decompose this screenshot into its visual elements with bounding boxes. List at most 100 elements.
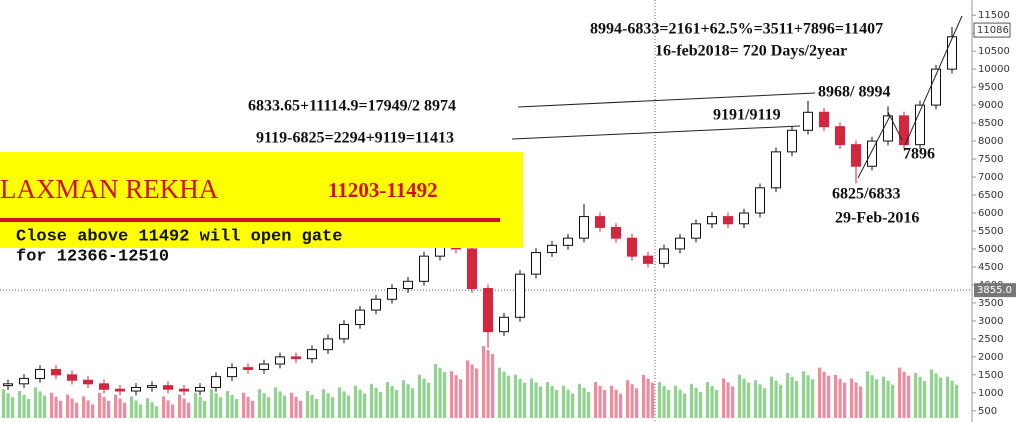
- volume-bar: [699, 391, 703, 418]
- volume-bar: [322, 389, 326, 418]
- volume-bar: [354, 385, 358, 418]
- candle-body: [867, 140, 877, 167]
- volume-bar: [818, 367, 822, 418]
- volume-bar: [891, 384, 895, 418]
- volume-bar: [630, 384, 634, 418]
- candle-body: [83, 379, 93, 385]
- volume-bar: [70, 398, 74, 418]
- volume-bar: [955, 384, 959, 418]
- volume-bar: [610, 385, 614, 418]
- volume-bar: [246, 396, 250, 418]
- volume-bar: [562, 385, 566, 418]
- volume-bar: [178, 394, 182, 418]
- volume-bar: [2, 389, 6, 418]
- volume-bar: [450, 371, 454, 418]
- y-tick-label: 500: [978, 406, 997, 417]
- volume-bar: [710, 386, 714, 418]
- candle-body: [163, 385, 173, 390]
- volume-bar: [843, 382, 847, 418]
- volume-bar: [507, 375, 511, 418]
- banner-background: [0, 152, 523, 248]
- volume-bar: [747, 382, 751, 418]
- volume-bar: [626, 380, 630, 418]
- volume-bar: [859, 386, 863, 418]
- volume-bar: [779, 384, 783, 418]
- volume-bar: [390, 386, 394, 418]
- last-price-box: [973, 22, 1011, 38]
- volume-bar: [203, 400, 207, 418]
- volume-bar: [546, 382, 550, 418]
- candle-body: [371, 298, 381, 311]
- volume-bar: [658, 382, 662, 418]
- annotation: 29-Feb-2016: [835, 210, 919, 227]
- volume-bar: [550, 386, 554, 418]
- volume-bar: [587, 391, 591, 418]
- y-tick-label: 8000: [978, 136, 1003, 147]
- volume-bar: [198, 396, 202, 418]
- volume-bar: [363, 393, 367, 418]
- volume-bar: [294, 396, 298, 418]
- volume-bar: [118, 398, 122, 418]
- volume-bar: [274, 387, 278, 418]
- volume-bar: [578, 383, 582, 418]
- candle-body: [771, 151, 781, 189]
- volume-bar: [678, 389, 682, 418]
- volume-bar: [338, 387, 342, 418]
- banner-line: Close above 11492 will open gate: [16, 227, 342, 246]
- volume-bar: [827, 375, 831, 418]
- volume-bar: [530, 378, 534, 418]
- volume-bar: [514, 374, 518, 418]
- volume-bar: [715, 390, 719, 418]
- volume-bar: [210, 389, 214, 418]
- annotation-lines: [511, 15, 963, 179]
- volume-bar: [242, 392, 246, 418]
- volume-bar: [59, 400, 63, 418]
- candle-body: [147, 385, 157, 388]
- candle-body: [755, 187, 765, 214]
- volume-bar: [374, 387, 378, 418]
- volume-bar: [594, 382, 598, 418]
- candle-body: [515, 273, 525, 318]
- volume-bar: [870, 375, 874, 418]
- candle-body: [579, 216, 589, 239]
- candle-body: [531, 252, 541, 275]
- volume-bar: [742, 378, 746, 418]
- volume-bar: [166, 400, 170, 418]
- candle-body: [227, 367, 237, 378]
- y-tick-label: 1500: [978, 370, 1003, 381]
- crosshair-label: 3855.0: [977, 285, 1012, 296]
- candle-body: [99, 383, 109, 390]
- volume-bar: [770, 376, 774, 418]
- volume-bar: [438, 368, 442, 418]
- annotation-line: [517, 92, 816, 108]
- volume-bar: [902, 371, 906, 418]
- volume-bar: [50, 392, 54, 418]
- volume-bar: [358, 389, 362, 418]
- candle-body: [803, 111, 813, 131]
- volume-bar: [102, 396, 106, 418]
- volume-bar: [838, 378, 842, 418]
- volume-bar: [342, 391, 346, 418]
- candle-body: [611, 226, 621, 239]
- volume-bar: [434, 364, 438, 418]
- volume-bar: [491, 354, 495, 418]
- volume-bar: [251, 400, 255, 418]
- trend-line: [857, 115, 891, 179]
- y-tick-label: 10000: [978, 64, 1010, 75]
- volume-bar: [43, 395, 47, 418]
- volume-bar: [402, 380, 406, 418]
- volume-bar: [690, 383, 694, 418]
- volume-bar: [219, 397, 223, 418]
- volume-bar: [214, 393, 218, 418]
- candle-body: [851, 144, 861, 167]
- volume-bar: [155, 406, 159, 418]
- volume-bar: [619, 393, 623, 418]
- y-tick-label: 5500: [978, 226, 1003, 237]
- y-tick-label: 8500: [978, 118, 1003, 129]
- volume-bar: [923, 381, 927, 418]
- candle-body: [947, 36, 957, 70]
- volume-bar: [82, 396, 86, 418]
- y-tick-label: 3000: [978, 316, 1003, 327]
- volume-bar: [187, 402, 191, 418]
